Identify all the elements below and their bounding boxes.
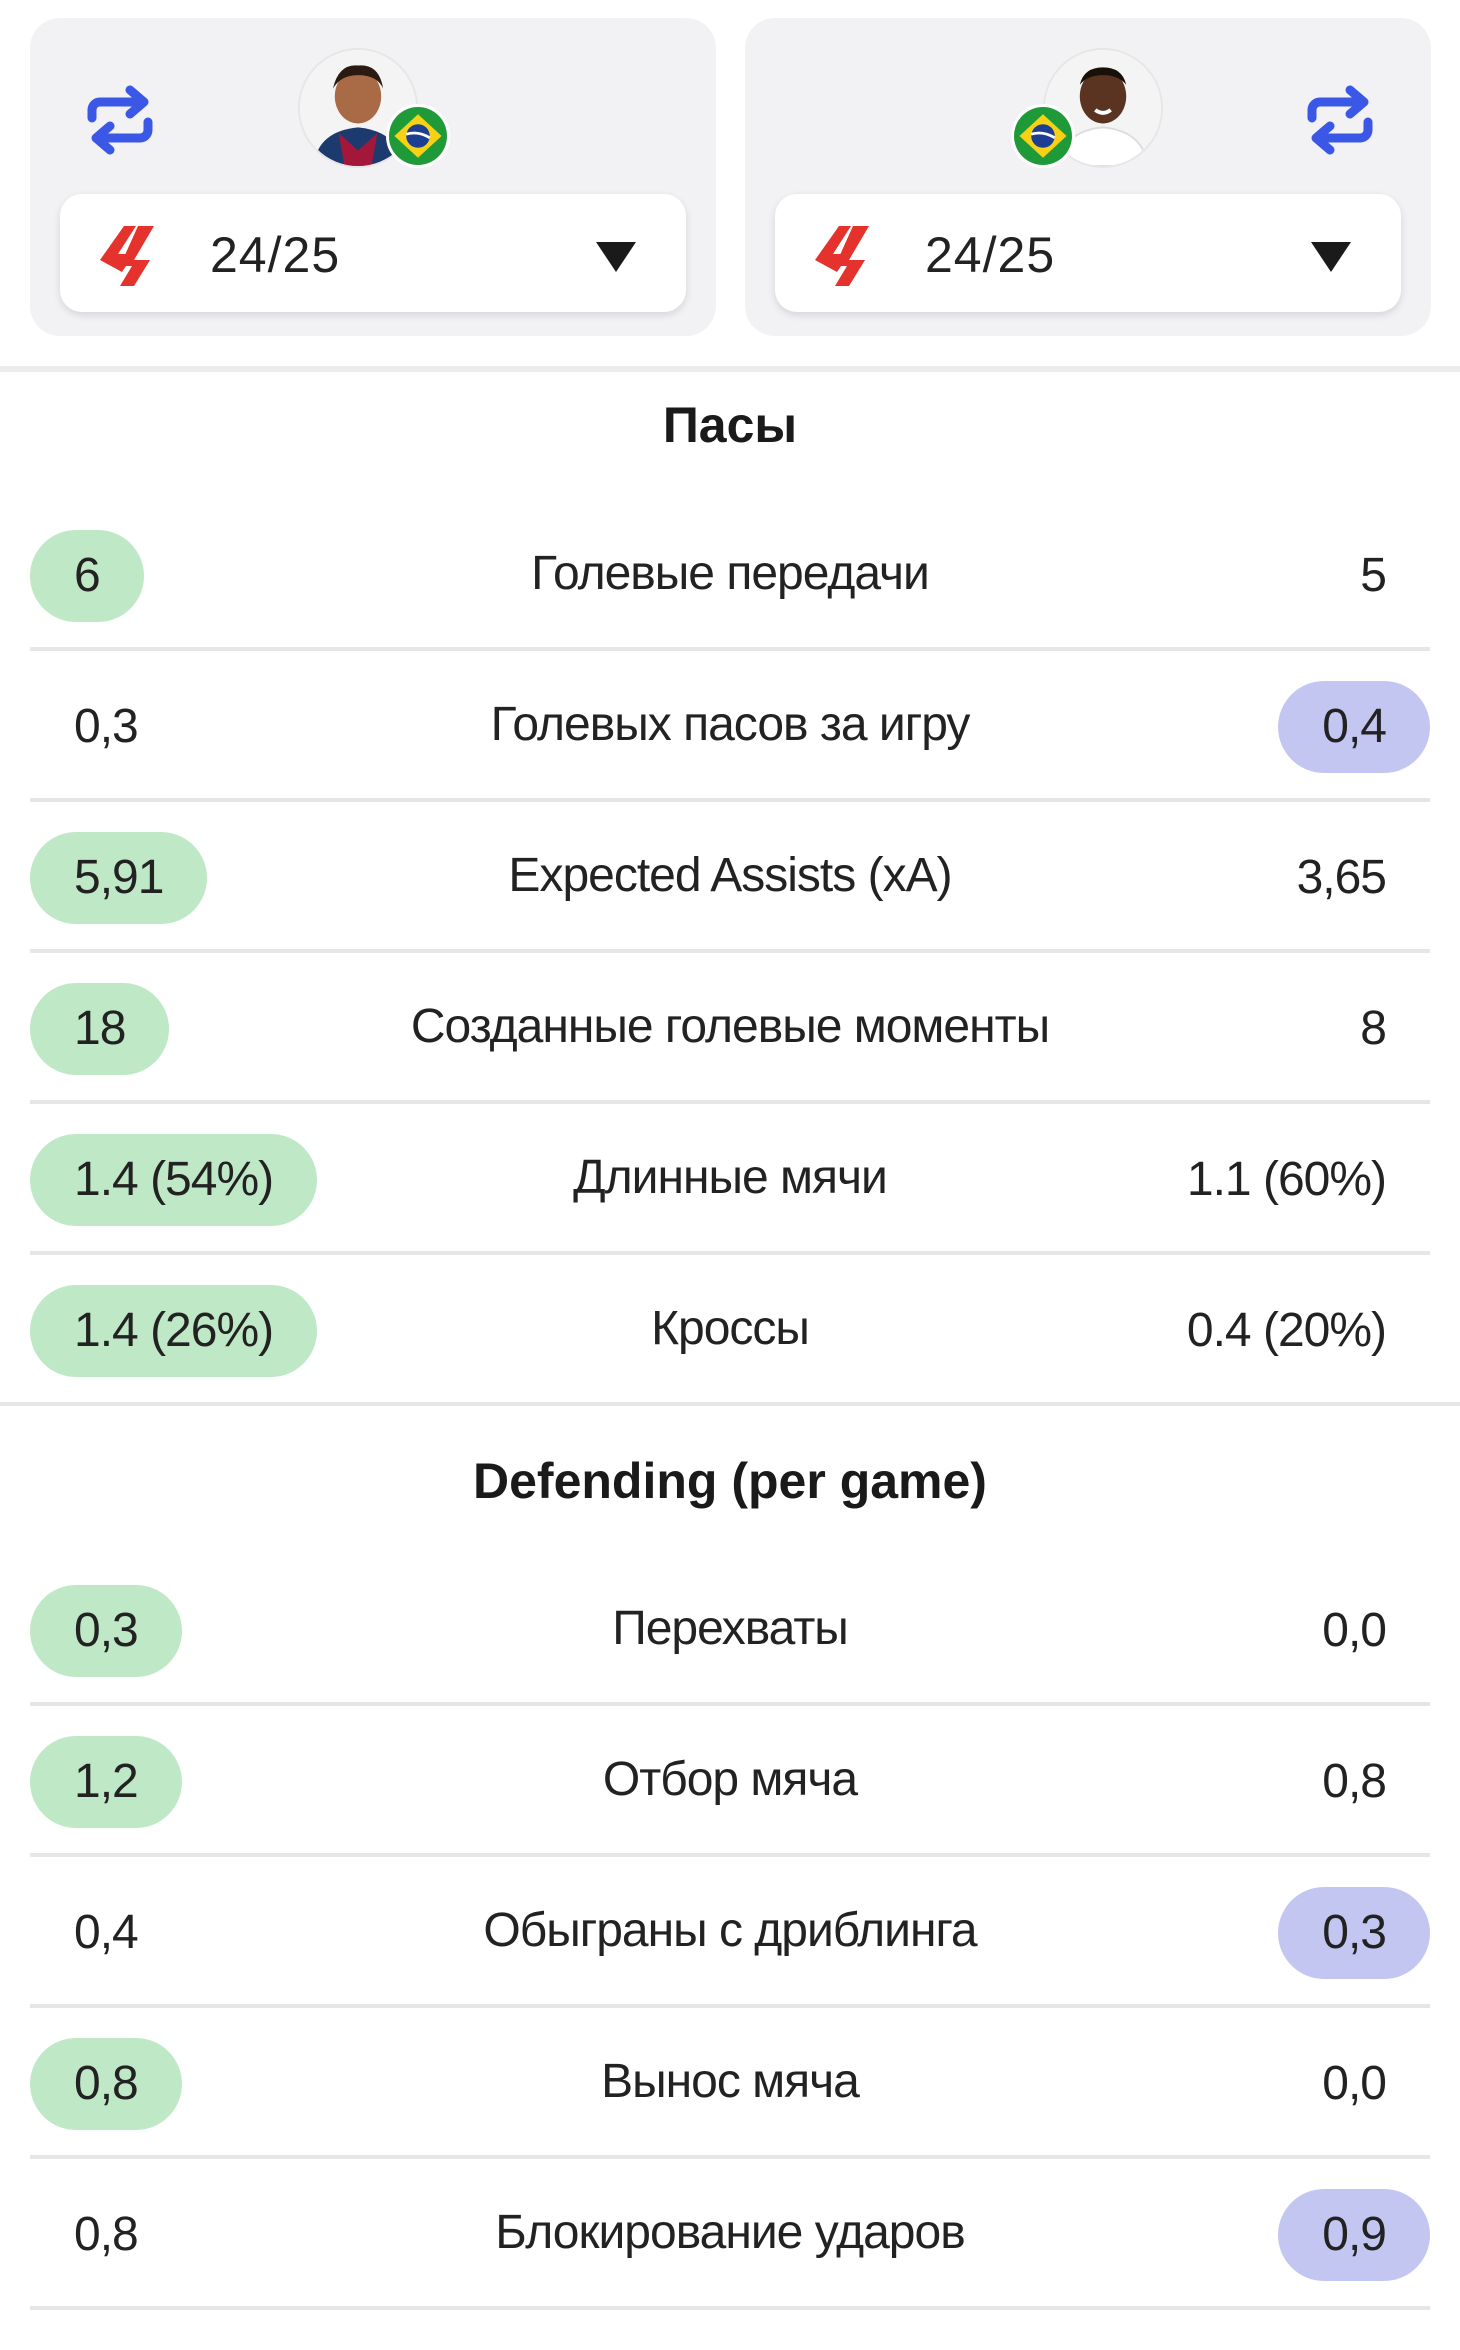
laliga-logo-icon — [815, 226, 869, 286]
stat-row: 0,8 Блокирование ударов 0,9 — [30, 2159, 1430, 2310]
stat-label: Голевых пасов за игру — [490, 698, 971, 751]
stat-label: Вынос мяча — [601, 2055, 860, 2108]
stat-row: 1.4 (26%) Кроссы 0.4 (20%) — [30, 1255, 1430, 1406]
stat-value-left: 0,4 — [74, 1906, 139, 1959]
stat-value-right: 3,65 — [1296, 851, 1387, 904]
stat-value-right: 8 — [1360, 1002, 1387, 1055]
season-selector-right[interactable]: 24/25 — [775, 194, 1401, 312]
swap-player-icon[interactable] — [1300, 80, 1380, 160]
stat-value-right: 0,9 — [1278, 2189, 1430, 2281]
brazil-flag-icon — [386, 104, 450, 168]
stat-value-right: 0,8 — [1322, 1755, 1387, 1808]
stat-row: 0,8 Вынос мяча 0,0 — [30, 2008, 1430, 2159]
stat-value-right: 5 — [1360, 549, 1387, 602]
brazil-flag-icon — [1011, 104, 1075, 168]
stat-value-left: 0,8 — [74, 2208, 139, 2261]
stat-label: Голевые передачи — [531, 547, 930, 600]
player-avatar-right[interactable] — [1043, 48, 1163, 168]
chevron-down-icon[interactable] — [1311, 242, 1351, 272]
stat-label: Длинные мячи — [573, 1151, 888, 1204]
stat-row: 6 Голевые передачи 5 — [30, 500, 1430, 651]
chevron-down-icon[interactable] — [596, 242, 636, 272]
stat-label: Отбор мяча — [602, 1753, 858, 1806]
stat-label: Expected Assists (xA) — [508, 849, 952, 902]
stat-row: 5,91 Expected Assists (xA) 3,65 — [30, 802, 1430, 953]
player-card-right: 24/25 — [745, 18, 1431, 336]
stat-value-left: 0,8 — [30, 2038, 182, 2130]
player-avatar-left[interactable] — [298, 48, 418, 168]
stat-row: 1.4 (54%) Длинные мячи 1.1 (60%) — [30, 1104, 1430, 1255]
stat-label: Кроссы — [651, 1302, 810, 1355]
section-title-defending: Defending (per game) — [473, 1453, 987, 1509]
comparison-header: 24/25 — [0, 0, 1460, 372]
swap-player-icon[interactable] — [80, 80, 160, 160]
stat-value-left: 5,91 — [30, 832, 208, 924]
player-card-left: 24/25 — [30, 18, 716, 336]
section-divider — [0, 1402, 1460, 1406]
stat-value-right: 0,0 — [1322, 1604, 1387, 1657]
stat-value-right: 0,0 — [1322, 2057, 1387, 2110]
stat-label: Созданные голевые моменты — [410, 1000, 1050, 1053]
stat-value-left: 1.4 (54%) — [30, 1134, 318, 1226]
season-label: 24/25 — [210, 227, 341, 283]
stat-value-left: 1,2 — [30, 1736, 182, 1828]
laliga-logo-icon — [100, 226, 154, 286]
stat-value-left: 1.4 (26%) — [30, 1285, 318, 1377]
season-label: 24/25 — [925, 227, 1056, 283]
stat-value-right: 0,3 — [1278, 1887, 1430, 1979]
stat-row: 0,4 Обыграны с дриблинга 0,3 — [30, 1857, 1430, 2008]
stat-label: Перехваты — [612, 1602, 849, 1655]
stat-row: 18 Созданные голевые моменты 8 — [30, 953, 1430, 1104]
stat-value-right: 1.1 (60%) — [1186, 1153, 1387, 1206]
stat-row: 0,3 Перехваты 0,0 — [30, 1555, 1430, 1706]
stat-label: Блокирование ударов — [495, 2206, 965, 2259]
stat-value-left: 0,3 — [74, 700, 139, 753]
season-selector-left[interactable]: 24/25 — [60, 194, 686, 312]
stat-row: 0,3 Голевых пасов за игру 0,4 — [30, 651, 1430, 802]
stat-label: Обыграны с дриблинга — [483, 1904, 977, 1957]
stat-row: 1,2 Отбор мяча 0,8 — [30, 1706, 1430, 1857]
stat-value-left: 6 — [30, 530, 144, 622]
section-title-passing: Пасы — [662, 397, 798, 453]
stat-value-left: 0,3 — [30, 1585, 182, 1677]
stat-value-left: 18 — [30, 983, 170, 1075]
stat-value-right: 0,4 — [1278, 681, 1430, 773]
stat-value-right: 0.4 (20%) — [1186, 1304, 1387, 1357]
